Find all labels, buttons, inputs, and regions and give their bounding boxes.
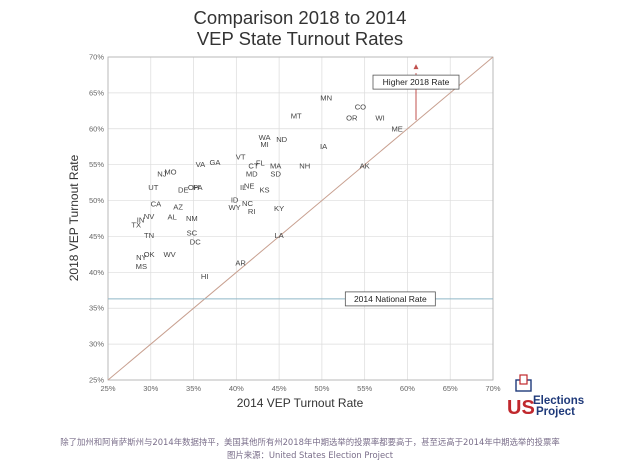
y-tick-label: 65%: [89, 88, 104, 97]
grid: [107, 56, 494, 381]
state-point-mo: MO: [164, 167, 176, 176]
state-point-nj: NJ: [157, 169, 166, 178]
logo-us-mark: US: [507, 397, 535, 419]
y-tick-label: 25%: [89, 376, 104, 385]
state-point-ca: CA: [151, 200, 162, 209]
x-tick-label: 40%: [229, 384, 244, 393]
state-point-in: IN: [137, 215, 145, 224]
caption-source: 图片来源：United States Election Project: [227, 450, 393, 460]
logo-ballot-icon: [519, 374, 528, 385]
state-point-sd: SD: [270, 169, 281, 178]
y-tick-label: 30%: [89, 340, 104, 349]
higher-2018-arrowhead: [413, 64, 419, 70]
higher-2018-annotation: Higher 2018 Rate: [372, 64, 460, 121]
state-point-nm: NM: [186, 214, 198, 223]
x-tick-label: 25%: [100, 384, 115, 393]
state-point-wy: WY: [229, 203, 241, 212]
chart-title-line2: VEP State Turnout Rates: [197, 28, 403, 49]
state-point-md: MD: [246, 169, 258, 178]
state-point-sc: SC: [187, 228, 198, 237]
plot-area-border: [107, 56, 494, 381]
state-point-az: AZ: [173, 203, 183, 212]
y-axis-title: 2018 VEP Turnout Rate: [67, 154, 81, 281]
national-rate-annotation: 2014 National Rate: [344, 291, 436, 307]
state-point-wv: WV: [163, 250, 176, 259]
state-point-ky: KY: [274, 204, 284, 213]
national-rate-box: [344, 291, 436, 307]
state-point-ri: RI: [248, 207, 256, 216]
x-tick-label: 30%: [143, 384, 158, 393]
state-point-ms: MS: [136, 262, 147, 271]
state-point-tn: TN: [144, 231, 154, 240]
x-tick-label: 70%: [485, 384, 500, 393]
us-elections-project-logo: US Elections Project: [507, 374, 584, 419]
x-tick-label: 50%: [314, 384, 329, 393]
national-rate-label: 2014 National Rate: [354, 294, 427, 304]
state-point-wi: WI: [375, 114, 384, 123]
reference-lines: [107, 56, 494, 381]
y-tick-label: 60%: [89, 124, 104, 133]
state-point-tx: TX: [131, 220, 141, 229]
turnout-scatter-chart: Comparison 2018 to 2014 VEP State Turnou…: [67, 7, 584, 419]
state-point-or: OR: [346, 114, 358, 123]
state-point-dc: DC: [190, 238, 201, 247]
state-point-il: IL: [240, 183, 246, 192]
state-point-ok: OK: [144, 250, 155, 259]
state-point-ct: CT: [248, 162, 258, 171]
chart-title-line1: Comparison 2018 to 2014: [194, 7, 407, 28]
state-point-mi: MI: [260, 140, 268, 149]
state-point-de: DE: [178, 185, 189, 194]
state-point-nv: NV: [144, 212, 155, 221]
state-point-nc: NC: [242, 199, 253, 208]
logo-line1: Elections: [533, 395, 584, 407]
x-axis-title: 2014 VEP Turnout Rate: [237, 396, 364, 410]
state-point-me: ME: [391, 124, 402, 133]
state-point-pa: PA: [193, 183, 204, 192]
x-tick-label: 60%: [400, 384, 415, 393]
state-point-ut: UT: [148, 183, 158, 192]
state-point-mn: MN: [320, 93, 332, 102]
caption-description: 除了加州和阿肯萨斯州与2014年数据持平，美国其他所有州2018年中期选举的投票…: [60, 437, 560, 447]
state-point-nd: ND: [276, 135, 287, 144]
state-point-co: CO: [355, 103, 366, 112]
axis-ticks: 25% 30% 35% 40% 45% 50% 55% 60% 65% 70% 25% 30% 35% 4…: [89, 53, 501, 394]
state-point-hi: HI: [201, 272, 209, 281]
state-point-oh: OH: [188, 183, 199, 192]
state-point-nh: NH: [299, 162, 310, 171]
y-tick-label: 70%: [89, 53, 104, 62]
state-point-la: LA: [274, 231, 284, 240]
state-point-al: AL: [168, 213, 177, 222]
state-point-ma: MA: [270, 162, 282, 171]
x-tick-label: 55%: [357, 384, 372, 393]
y-tick-label: 35%: [89, 304, 104, 313]
higher-2018-label: Higher 2018 Rate: [383, 77, 450, 87]
y-tick-label: 55%: [89, 160, 104, 169]
y-tick-label: 40%: [89, 268, 104, 277]
state-point-ia: IA: [320, 142, 328, 151]
state-point-ga: GA: [209, 158, 221, 167]
y-tick-label: 45%: [89, 232, 104, 241]
state-point-ne: NE: [244, 182, 255, 191]
logo-line2: Project: [536, 406, 575, 418]
state-point-mt: MT: [291, 111, 302, 120]
state-point-va: VA: [196, 160, 207, 169]
state-point-wa: WA: [259, 133, 272, 142]
state-point-fl: FL: [256, 159, 265, 168]
state-point-ar: AR: [235, 259, 246, 268]
state-point-ak: AK: [360, 162, 370, 171]
state-point-id: ID: [231, 195, 239, 204]
y-tick-label: 50%: [89, 196, 104, 205]
state-point-vt: VT: [236, 152, 246, 161]
x-tick-label: 65%: [443, 384, 458, 393]
equal-turnout-diagonal-line: [107, 56, 494, 381]
higher-2018-box: [372, 74, 460, 90]
x-tick-label: 45%: [272, 384, 287, 393]
state-point-ks: KS: [259, 185, 269, 194]
x-tick-label: 35%: [186, 384, 201, 393]
state-point-ny: NY: [136, 253, 147, 262]
